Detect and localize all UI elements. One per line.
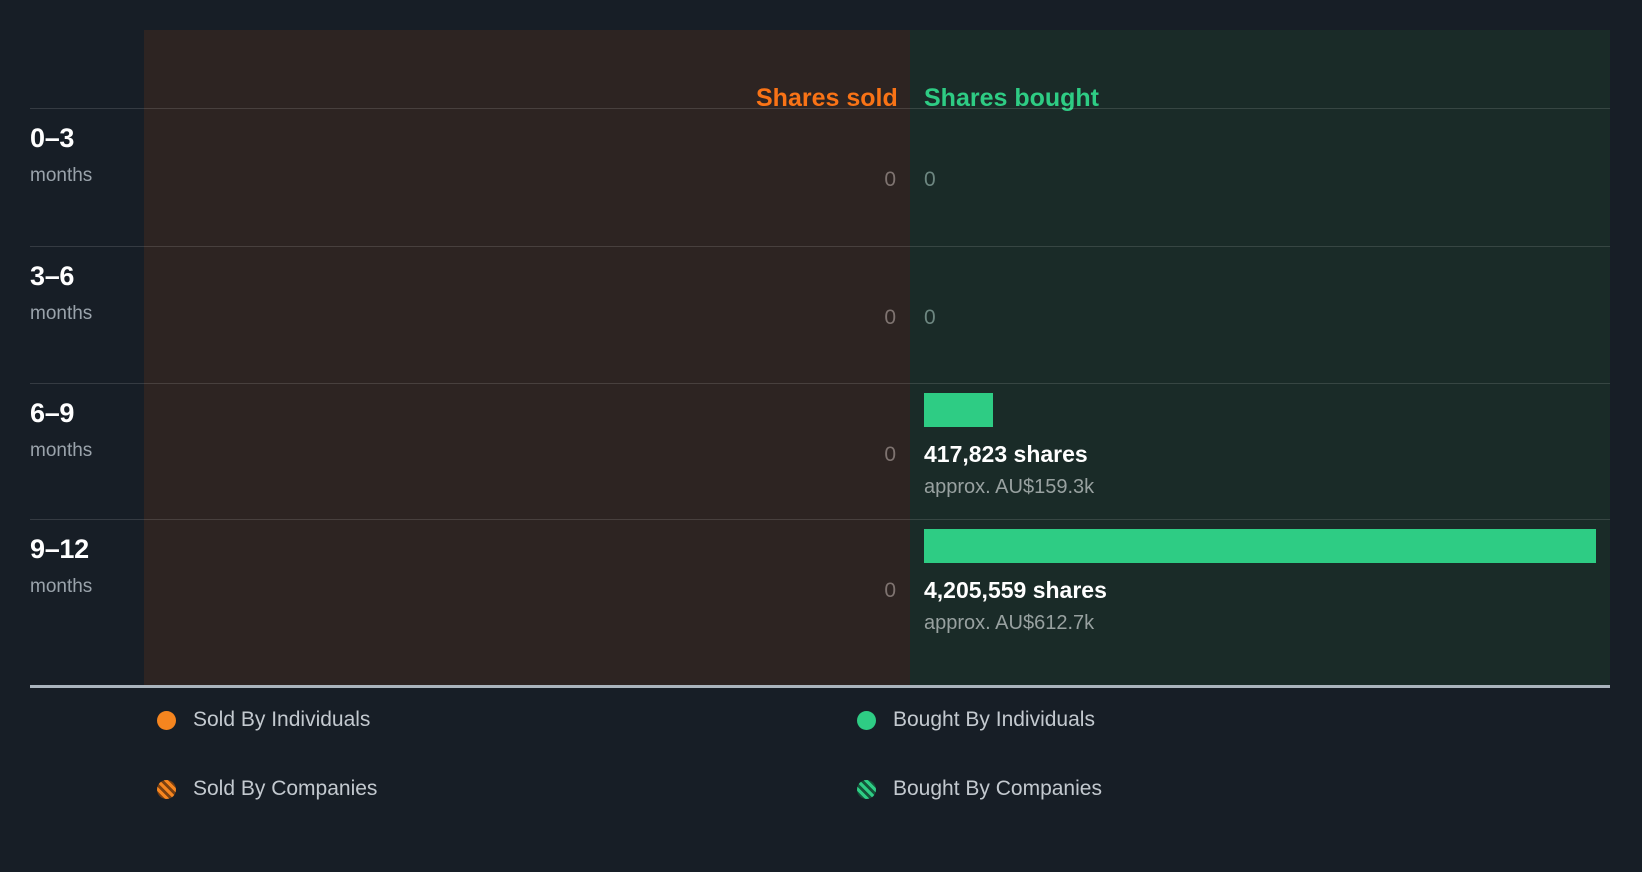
bought-bar[interactable]: [924, 393, 993, 427]
shares-sold-header: Shares sold: [756, 84, 898, 112]
shares-bought-column-panel: [910, 30, 1610, 685]
legend-label: Sold By Individuals: [193, 708, 371, 731]
row-unit-label: months: [30, 303, 93, 324]
row-unit-label: months: [30, 440, 93, 461]
row-label-2: 3–6 months: [30, 261, 140, 324]
row-separator: [30, 246, 1610, 247]
row-unit-label: months: [30, 576, 93, 597]
row-label-4: 9–12 months: [30, 534, 140, 597]
bought-approx-value: approx. AU$159.3k: [924, 476, 1095, 498]
bought-cell-3: 417,823 shares approx. AU$159.3k: [910, 383, 1610, 519]
sold-cell-2: 0: [144, 246, 910, 383]
legend-item-bought-by-individuals[interactable]: Bought By Individuals: [857, 708, 1095, 732]
legend-item-sold-by-individuals[interactable]: Sold By Individuals: [157, 708, 370, 732]
sold-cell-4: 0: [144, 519, 910, 685]
sold-cell-1: 0: [144, 108, 910, 246]
bought-shares-value: 4,205,559 shares: [924, 577, 1107, 603]
chart-header: Shares sold Shares bought: [0, 30, 1642, 112]
green-solid-dot-icon: [857, 710, 876, 730]
row-unit-label: months: [30, 165, 93, 186]
bought-cell-2: 0: [910, 246, 1610, 383]
legend-label: Bought By Companies: [893, 777, 1102, 800]
green-hatched-dot-icon: [857, 779, 876, 799]
shares-bought-header: Shares bought: [924, 84, 1100, 112]
bought-value: 0: [924, 168, 936, 191]
legend-item-bought-by-companies[interactable]: Bought By Companies: [857, 777, 1102, 801]
bought-cell-4: 4,205,559 shares approx. AU$612.7k: [910, 519, 1610, 685]
row-label-1: 0–3 months: [30, 123, 140, 186]
row-range-label: 6–9: [30, 398, 75, 428]
sold-value: 0: [884, 306, 896, 329]
legend-label: Bought By Individuals: [893, 708, 1095, 731]
orange-hatched-dot-icon: [157, 779, 176, 799]
sold-cell-3: 0: [144, 383, 910, 519]
row-separator: [30, 383, 1610, 384]
legend-item-sold-by-companies[interactable]: Sold By Companies: [157, 777, 377, 801]
orange-solid-dot-icon: [157, 710, 176, 730]
bought-shares-value: 417,823 shares: [924, 441, 1088, 467]
sold-value: 0: [884, 443, 896, 466]
row-range-label: 9–12: [30, 534, 89, 564]
sold-value: 0: [884, 168, 896, 191]
sold-value: 0: [884, 579, 896, 602]
row-separator: [30, 108, 1610, 109]
row-label-3: 6–9 months: [30, 398, 140, 461]
legend-label: Sold By Companies: [193, 777, 378, 800]
row-separator: [30, 519, 1610, 520]
bottom-axis-line: [30, 685, 1610, 688]
row-range-label: 3–6: [30, 261, 75, 291]
bought-cell-1: 0: [910, 108, 1610, 246]
row-range-label: 0–3: [30, 123, 75, 153]
bought-approx-value: approx. AU$612.7k: [924, 612, 1095, 634]
shares-sold-column-panel: [144, 30, 910, 685]
bought-value: 0: [924, 306, 936, 329]
bought-bar[interactable]: [924, 529, 1596, 563]
